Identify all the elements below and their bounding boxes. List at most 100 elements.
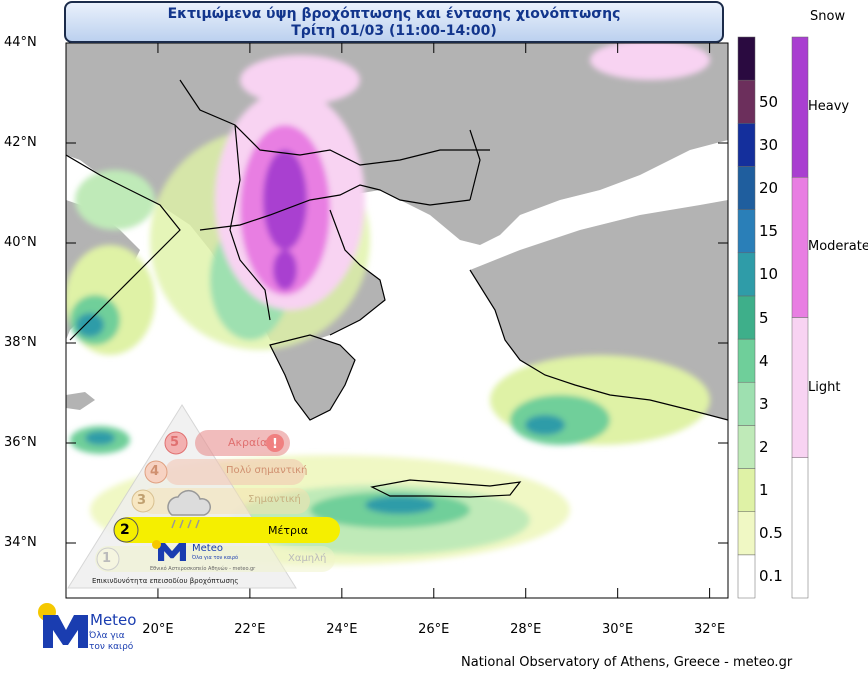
snow-colorbar [791,36,809,599]
coastline-aegean-north [329,209,386,336]
rain-colorbar-segment [737,209,756,254]
land-sicily [66,392,95,410]
snow-area-heavy [263,150,307,250]
meteo-logo-tagline-2: τον καιρό [89,642,134,652]
warning-triangle-infographic: ! [67,404,340,589]
lon-label: 28°E [510,622,542,637]
rain-colorbar-label: 50 [759,92,779,111]
warning-level-1-label: Χαμηλή [288,553,327,564]
meteo-logo-tagline: Όλα για τον καιρό [89,631,133,653]
map-title-line2: Τρίτη 01/03 (11:00-14:00) [291,23,497,39]
snow-colorbar-label: Moderate [808,239,868,255]
warning-level-2-label: Μέτρια [268,524,309,537]
warning-footer: Επικινδυνότητα επεισοδίου βροχόπτωσης [92,577,239,585]
snow-colorbar-none-segment [791,457,809,599]
country-border-greece [199,184,471,231]
country-border-balkans [179,79,490,166]
warning-level-5-bar [195,430,290,456]
rain-colorbar-label: 15 [759,222,779,241]
rain-colorbar-segment [737,338,756,383]
rain-colorbar-label: 30 [759,135,779,154]
rain-colorbar-segment [737,554,756,599]
lon-label: 30°E [602,622,634,637]
credit-text: National Observatory of Athens, Greece -… [461,655,793,670]
snow-colorbar-title: Snow [810,9,846,24]
warning-level-5-num: 5 [170,435,180,450]
meteo-logo-m-icon [43,615,88,648]
lat-ticks [66,42,728,544]
rain-colorbar-segment [737,252,756,297]
rain-colorbar-label: 10 [759,265,779,284]
warning-level-5-label: Ακραία [228,436,268,449]
warning-level-1-num: 1 [102,551,112,566]
lon-label: 20°E [142,622,174,637]
rain-area-adriatic [75,170,155,230]
exclamation-icon [266,434,284,452]
rain-area-south-sea-heavy [365,496,435,514]
warning-level-4-label: Πολύ σημαντική [226,465,308,476]
rain-colorbar-segment [737,295,756,340]
rain-colorbar-label: 4 [759,351,769,370]
lon-label: 26°E [418,622,450,637]
coastline-crete [370,479,522,498]
warning-level-3-label: Σημαντική [248,494,301,505]
warning-level-4-bar [165,459,305,485]
rain-colorbar [737,36,756,599]
rain-colorbar-label: 5 [759,308,769,327]
warning-level-2-num: 2 [120,522,130,538]
coastline-turkey [469,269,728,421]
snow-area-northeast [590,43,710,80]
rain-colorbar-label: 0.5 [759,524,783,543]
warning-level-1-bar [95,546,335,572]
lat-label: 36°N [4,435,37,450]
lat-label: 42°N [4,135,37,150]
lat-label: 34°N [4,535,37,550]
cloud-rain-icon [167,489,211,529]
snow-colorbar-label: Heavy [808,99,850,115]
rain-colorbar-segment [737,381,756,426]
rain-colorbar-segment [737,511,756,556]
country-border-turkey [469,129,481,201]
snow-area-north [240,55,360,105]
meteo-logo-tagline-1: Όλα για [89,631,125,641]
rain-area-ionian-heavy [76,313,104,337]
snow-area-heavy-2 [273,250,297,290]
map-frame [65,42,729,599]
country-border-albania [229,124,271,321]
snow-colorbar-segment [791,36,809,178]
coastline-peloponnese [269,334,356,421]
rain-colorbar-label: 0.1 [759,567,783,586]
warning-level-4-circle [144,460,168,484]
lon-ticks [157,43,711,598]
rain-colorbar-segment [737,36,756,81]
warning-level-2-circle [113,517,139,543]
snow-colorbar-segment [791,177,809,318]
lon-label: 22°E [234,622,266,637]
rain-colorbar-label: 1 [759,481,769,500]
lat-label: 40°N [4,235,37,250]
warning-level-4-num: 4 [150,464,160,479]
rain-colorbar-segment [737,468,756,512]
warning-level-5-circle [164,431,188,455]
lat-label: 38°N [4,335,37,350]
lon-label: 24°E [326,622,358,637]
coastline-italy [66,154,181,341]
meteo-logo [38,603,88,648]
warning-small-logo-sub: Όλα για τον καιρό [192,555,239,561]
rain-colorbar-segment [737,425,756,469]
warning-level-1-circle [96,547,120,571]
meteo-logo-name: Meteo [90,611,137,629]
rain-area-dodecanese-heavy [525,415,565,435]
rain-area-libyan-sea-core [85,431,115,445]
warning-small-caption: Εθνικό Αστεροσκοπείο Αθηνών - meteo.gr [150,566,256,572]
land-peloponnese [270,335,355,420]
warning-small-logo-sun-icon [152,540,161,549]
rain-colorbar-segment [737,123,756,167]
snow-colorbar-segment [791,317,809,458]
map-title-box: Εκτιμώμενα ύψη βροχόπτωσης και έντασης χ… [64,1,724,43]
snow-colorbar-label: Light [808,379,841,395]
rain-colorbar-segment [737,79,756,124]
rain-colorbar-segment [737,166,756,210]
